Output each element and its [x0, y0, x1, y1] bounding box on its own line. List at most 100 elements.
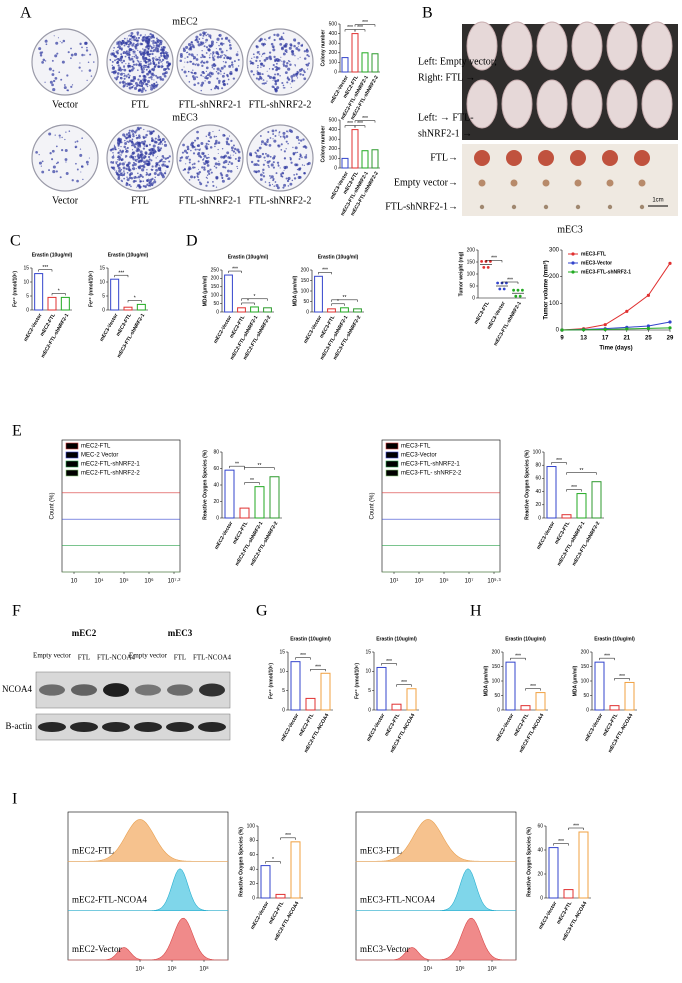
bar [520, 705, 531, 711]
y-axis-label: Tumor volume (mm³) [543, 260, 550, 319]
colony [123, 66, 125, 69]
sig-bracket [510, 657, 526, 661]
colony [163, 74, 167, 78]
colony [202, 62, 205, 64]
colony [233, 147, 237, 151]
colony [152, 43, 154, 45]
colony [124, 55, 127, 58]
colony [207, 140, 210, 143]
x-tick-label: 10⁷ [465, 578, 474, 585]
colony [164, 157, 167, 160]
colony [161, 63, 163, 65]
colony [154, 84, 158, 88]
colony [163, 72, 167, 75]
colony [200, 84, 204, 87]
colony [151, 165, 154, 168]
colony [260, 140, 264, 144]
colony [81, 46, 83, 49]
colony [151, 78, 153, 81]
colony [226, 151, 230, 155]
x-tick-label: 17 [602, 336, 609, 342]
tumor [574, 179, 582, 187]
colony [123, 171, 125, 173]
colony [285, 140, 288, 143]
colony [276, 86, 280, 90]
colony [58, 71, 61, 74]
colony [285, 177, 288, 180]
colony [150, 86, 152, 89]
colony [296, 151, 299, 153]
colony [209, 146, 213, 149]
category-label: mEC3-Vector [538, 901, 559, 931]
colony [124, 51, 128, 55]
y-tick-label: 0 [556, 328, 560, 334]
colony [148, 181, 151, 184]
colony [216, 55, 220, 59]
colony [292, 153, 296, 156]
sig-label: *** [530, 684, 536, 690]
colony [261, 73, 264, 76]
y-axis-label: MDA (μm/ml) [292, 275, 298, 306]
colony [149, 69, 151, 71]
legend-marker [571, 261, 575, 265]
bar [361, 150, 369, 169]
colony [263, 156, 266, 159]
colony [130, 140, 134, 143]
colony [131, 149, 134, 151]
colony [165, 60, 169, 64]
colony [202, 34, 205, 37]
bar [239, 507, 250, 519]
colony [154, 74, 156, 76]
colony [146, 73, 148, 75]
tumor [506, 150, 522, 166]
point [516, 288, 520, 292]
colony [124, 74, 126, 77]
category-label: mEC3-Vector [99, 313, 120, 343]
tumor-label: FTL-shNRF2-1→ [385, 201, 458, 212]
colony [262, 171, 264, 173]
colony [57, 37, 60, 39]
panel-label: F [12, 603, 21, 620]
mouse [466, 21, 498, 71]
colony [268, 68, 271, 70]
colony [129, 34, 131, 36]
colony [122, 85, 125, 88]
colony [134, 53, 136, 55]
colony [230, 146, 234, 150]
colony [133, 86, 138, 90]
legend-swatch [65, 460, 79, 468]
colony [144, 66, 147, 68]
colony [133, 50, 136, 54]
colony [153, 179, 156, 181]
colony [51, 73, 55, 76]
y-tick-label: 20 [537, 871, 543, 877]
colony [45, 43, 48, 46]
x-tick-label: 10⁶ [455, 966, 465, 973]
colony [223, 134, 226, 137]
colony [127, 183, 129, 185]
colony [184, 57, 186, 59]
colony [136, 184, 141, 188]
colony [146, 169, 148, 171]
colony [193, 166, 196, 169]
sig-label: ** [258, 463, 262, 469]
y-tick-label: 80 [535, 463, 541, 469]
sig-bracket [354, 120, 376, 123]
colony [129, 172, 133, 176]
colony [185, 163, 187, 165]
colony [135, 43, 139, 47]
colony [258, 51, 260, 53]
colony [161, 143, 164, 145]
colony [142, 135, 145, 139]
sig-label: *** [515, 653, 521, 659]
colony [126, 176, 128, 178]
colony [215, 71, 218, 73]
colony [308, 55, 310, 58]
y-tick-label: 150 [211, 284, 220, 290]
point [489, 260, 492, 263]
bar [505, 661, 516, 711]
colony [139, 150, 143, 154]
colony [65, 161, 67, 163]
bar [351, 33, 359, 73]
colony [277, 144, 279, 147]
